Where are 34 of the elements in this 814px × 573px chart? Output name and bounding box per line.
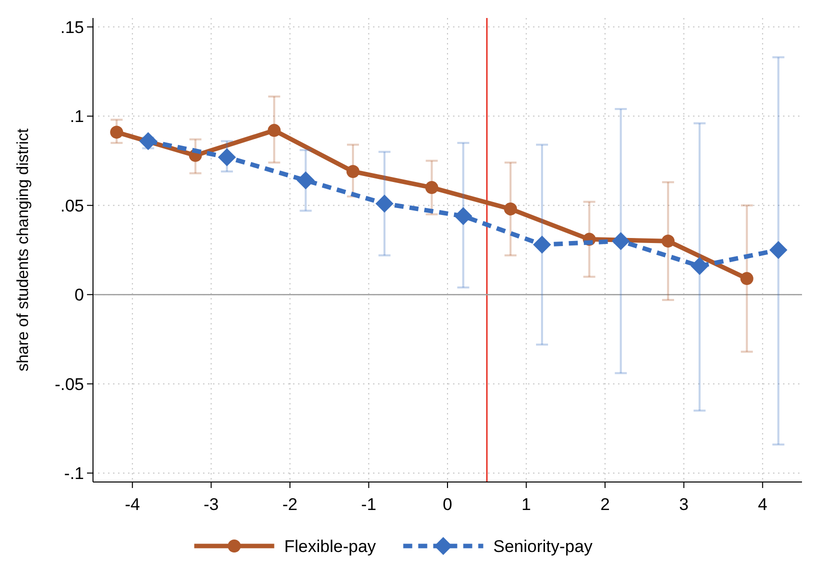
point [740, 272, 754, 286]
x-tick-label: 4 [758, 495, 768, 514]
x-tick-label: 1 [522, 495, 532, 514]
point [504, 202, 518, 216]
point [110, 126, 124, 139]
y-tick-label: -.05 [54, 374, 84, 394]
x-tick-label: 3 [679, 495, 689, 514]
point [612, 232, 630, 250]
point [296, 171, 315, 190]
point [425, 181, 438, 194]
y-tick-label: .15 [60, 18, 84, 37]
legend-label: Flexible-pay [284, 536, 376, 556]
y-tick-label: .1 [70, 107, 84, 126]
point [690, 257, 709, 276]
point [268, 124, 281, 137]
legend-label: Seniority-pay [493, 536, 593, 556]
y-tick-label: -.1 [64, 464, 84, 484]
point [662, 234, 675, 248]
point [346, 164, 360, 178]
point [769, 241, 788, 259]
x-tick-label: -2 [282, 495, 298, 514]
y-tick-label: 0 [74, 286, 84, 305]
x-tick-label: -3 [204, 495, 219, 514]
point [218, 148, 236, 166]
point [454, 207, 472, 226]
x-tick-label: 2 [600, 495, 610, 514]
point [375, 194, 394, 213]
x-tick-label: -1 [361, 495, 376, 514]
x-tick-label: -4 [124, 495, 140, 514]
point [533, 236, 552, 254]
y-axis-title: share of students changing district [15, 128, 32, 372]
point [139, 132, 158, 150]
y-tick-label: .05 [60, 196, 84, 216]
x-tick-label: 0 [442, 495, 452, 514]
